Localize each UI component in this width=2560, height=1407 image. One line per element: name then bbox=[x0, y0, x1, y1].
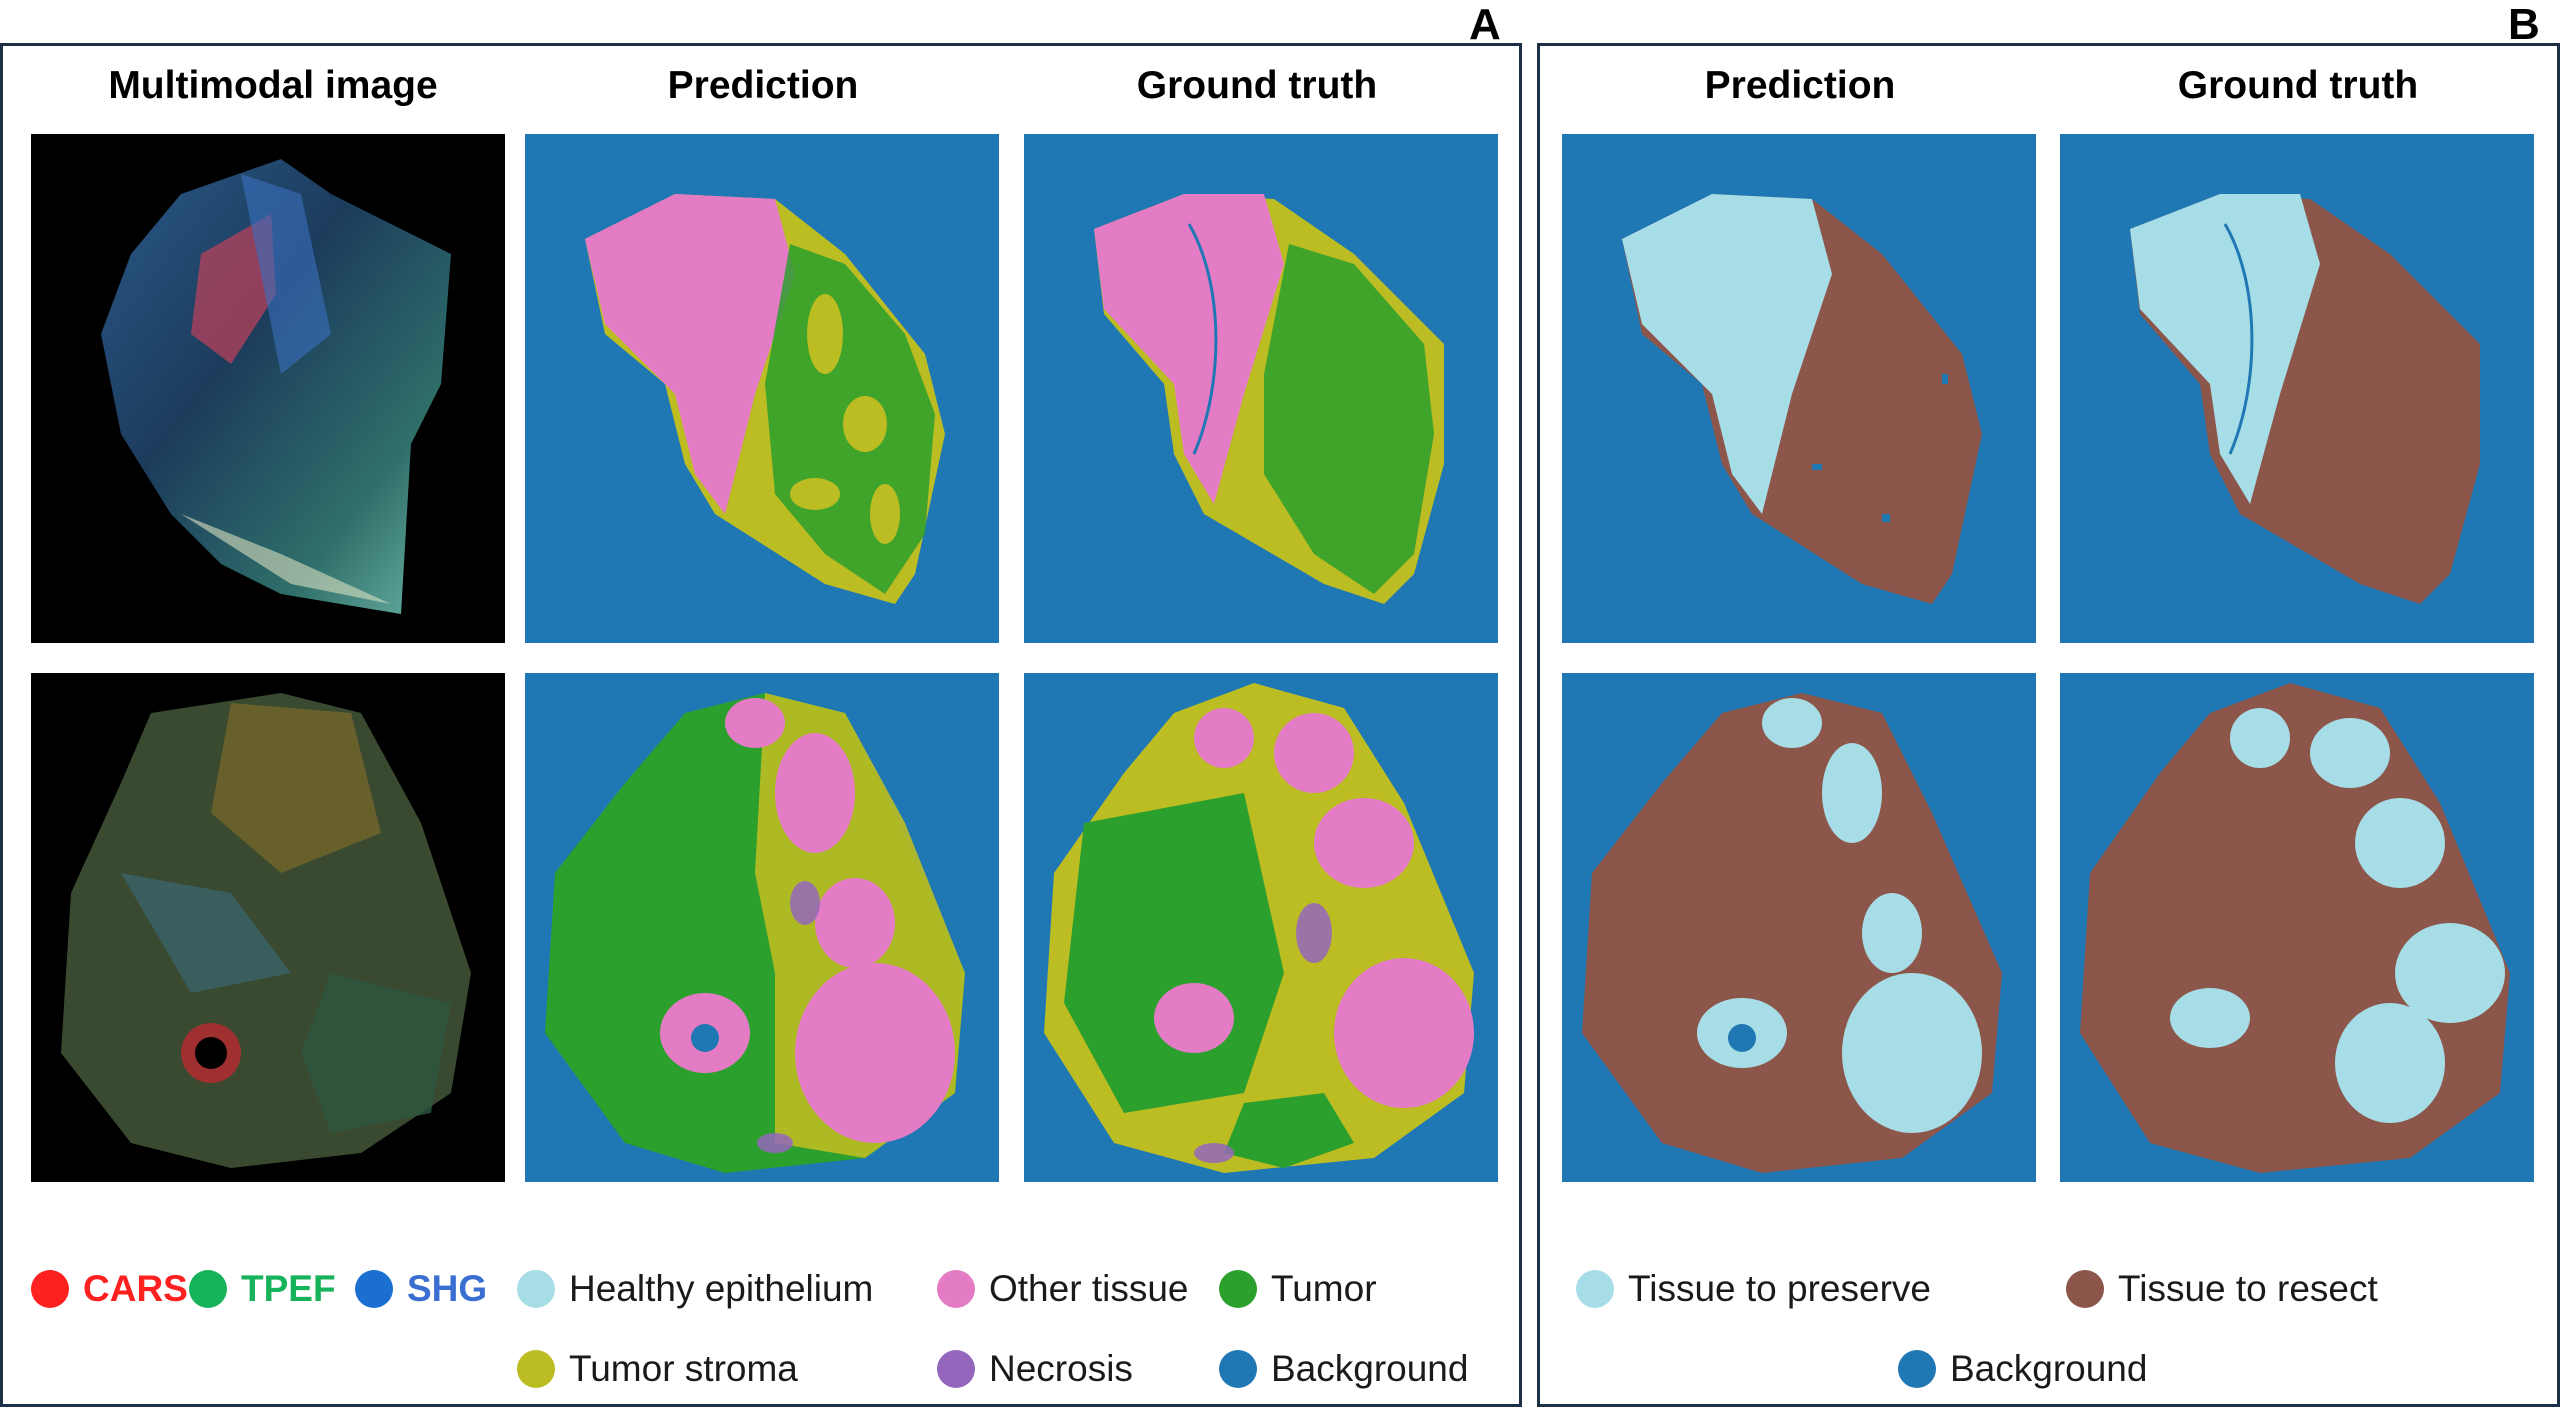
title-ground-truth-a: Ground truth bbox=[1136, 64, 1378, 107]
legend-tissue-to-resect: Tissue to resect bbox=[2066, 1268, 2378, 1310]
legend-tumor: Tumor bbox=[1219, 1268, 1377, 1310]
legend-tumor-stroma: Tumor stroma bbox=[517, 1348, 798, 1390]
legend-background-a-label: Background bbox=[1271, 1348, 1469, 1389]
healthy-epithelium-color-dot bbox=[517, 1270, 555, 1308]
legend-cars: CARS bbox=[31, 1268, 188, 1310]
resect-color-dot bbox=[2066, 1270, 2104, 1308]
panel-b-letter: B bbox=[2508, 0, 2540, 49]
other-tissue-color-dot bbox=[937, 1270, 975, 1308]
multimodal-image-2 bbox=[31, 673, 505, 1182]
tpef-color-dot bbox=[189, 1270, 227, 1308]
prediction-b-2 bbox=[1562, 673, 2036, 1182]
legend-tumor-label: Tumor bbox=[1271, 1268, 1377, 1309]
legend-other-tissue: Other tissue bbox=[937, 1268, 1188, 1310]
ground-truth-b-2 bbox=[2060, 673, 2534, 1182]
legend-necrosis: Necrosis bbox=[937, 1348, 1133, 1390]
legend-cars-label: CARS bbox=[83, 1268, 188, 1309]
legend-tumor-stroma-label: Tumor stroma bbox=[569, 1348, 798, 1389]
legend-other-tissue-label: Other tissue bbox=[989, 1268, 1189, 1309]
prediction-b-1 bbox=[1562, 134, 2036, 643]
legend-background-a: Background bbox=[1219, 1348, 1468, 1390]
legend-tpef-label: TPEF bbox=[241, 1268, 336, 1309]
legend-shg-label: SHG bbox=[407, 1268, 488, 1309]
legend-healthy-epithelium-label: Healthy epithelium bbox=[569, 1268, 874, 1309]
necrosis-color-dot bbox=[937, 1350, 975, 1388]
legend-necrosis-label: Necrosis bbox=[989, 1348, 1133, 1389]
title-multimodal-image: Multimodal image bbox=[108, 64, 438, 107]
ground-truth-b-1 bbox=[2060, 134, 2534, 643]
ground-truth-a-2 bbox=[1024, 673, 1498, 1182]
prediction-a-2 bbox=[525, 673, 999, 1182]
legend-shg: SHG bbox=[355, 1268, 487, 1310]
legend-healthy-epithelium: Healthy epithelium bbox=[517, 1268, 873, 1310]
panel-b: B Prediction Ground truth bbox=[1537, 0, 2560, 1407]
title-ground-truth-b: Ground truth bbox=[2177, 64, 2419, 107]
ground-truth-a-1 bbox=[1024, 134, 1498, 643]
legend-background-b: Background bbox=[1898, 1348, 2147, 1390]
cars-color-dot bbox=[31, 1270, 69, 1308]
preserve-color-dot bbox=[1576, 1270, 1614, 1308]
legend-tpef: TPEF bbox=[189, 1268, 336, 1310]
title-prediction-a: Prediction bbox=[667, 64, 859, 107]
panel-a: A Multimodal image Prediction Ground tru… bbox=[0, 0, 1522, 1407]
tumor-color-dot bbox=[1219, 1270, 1257, 1308]
background-b-color-dot bbox=[1898, 1350, 1936, 1388]
legend-tissue-to-preserve-label: Tissue to preserve bbox=[1628, 1268, 1931, 1309]
legend-background-b-label: Background bbox=[1950, 1348, 2148, 1389]
legend-tissue-to-resect-label: Tissue to resect bbox=[2118, 1268, 2378, 1309]
prediction-a-1 bbox=[525, 134, 999, 643]
title-prediction-b: Prediction bbox=[1704, 64, 1896, 107]
panel-a-letter: A bbox=[1469, 0, 1501, 49]
tumor-stroma-color-dot bbox=[517, 1350, 555, 1388]
legend-tissue-to-preserve: Tissue to preserve bbox=[1576, 1268, 1931, 1310]
shg-color-dot bbox=[355, 1270, 393, 1308]
multimodal-image-1 bbox=[31, 134, 505, 643]
background-color-dot bbox=[1219, 1350, 1257, 1388]
